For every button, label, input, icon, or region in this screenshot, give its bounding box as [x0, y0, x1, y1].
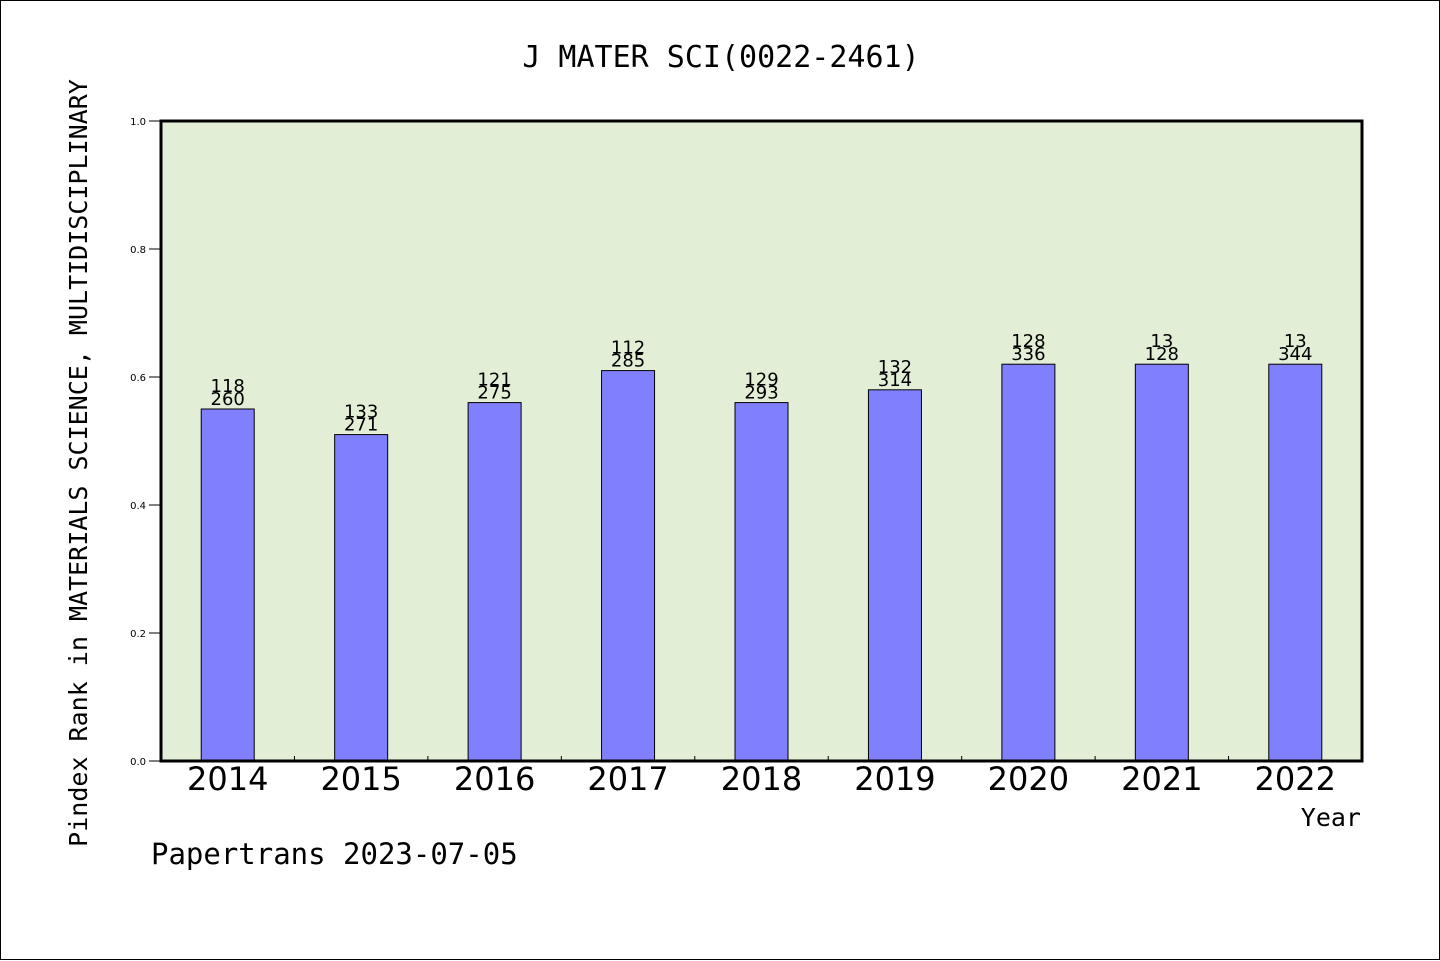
y-axis: 0.0 0.2 0.4 0.6 0.8 1.0	[130, 117, 161, 768]
y-tick-label: 1.0	[130, 117, 146, 128]
x-tick-label: 2022	[1255, 760, 1336, 798]
bar-2017	[601, 370, 656, 762]
chart-title: J MATER SCI(0022-2461)	[522, 40, 919, 75]
x-tick-label: 2017	[587, 760, 668, 798]
x-tick-label: 2016	[454, 760, 535, 798]
plot-border	[159, 119, 1364, 763]
y-tick-label: 0.4	[130, 501, 146, 512]
bar-label-bottom: 285	[611, 351, 645, 372]
bar-2014	[200, 408, 255, 762]
y-tick-label: 0.2	[130, 629, 146, 640]
bar-label-top: 121	[477, 370, 511, 391]
bar-label-bottom: 344	[1278, 344, 1312, 365]
x-tick-label: 2021	[1121, 760, 1202, 798]
bar-label-bottom: 336	[1011, 344, 1045, 365]
bar-2016	[467, 402, 522, 762]
bar-2020	[1001, 363, 1056, 762]
y-tick-label: 0.0	[130, 757, 146, 768]
bar-2018	[734, 402, 789, 762]
y-tick-label: 0.8	[130, 245, 146, 256]
bar-label-bottom: 260	[211, 389, 245, 410]
bar-label-top: 118	[211, 376, 245, 397]
bar-label-bottom: 293	[744, 383, 778, 404]
bar-label-top: 13	[1284, 331, 1307, 352]
x-axis-label: Year	[1301, 803, 1361, 832]
bar-label-bottom: 314	[878, 370, 912, 391]
bar-label-top: 132	[878, 357, 912, 378]
bar-label-top: 112	[611, 338, 645, 359]
bars-group: 1182601332711212751122851292931323141283…	[200, 331, 1323, 762]
y-tick-label: 0.6	[130, 373, 146, 384]
x-tick-label: 2014	[187, 760, 268, 798]
y-axis-label: Pindex Rank in MATERIALS SCIENCE, MULTID…	[64, 79, 93, 847]
x-tick-label: 2018	[721, 760, 802, 798]
bar-2022	[1268, 363, 1323, 762]
bar-label-bottom: 271	[344, 415, 378, 436]
x-tick-label: 2015	[320, 760, 401, 798]
x-tick-label: 2020	[988, 760, 1069, 798]
x-tick-label: 2019	[854, 760, 935, 798]
bar-label-top: 129	[744, 370, 778, 391]
footer-text: Papertrans 2023-07-05	[151, 837, 518, 871]
bar-2021	[1134, 363, 1189, 762]
bar-label-bottom: 275	[477, 383, 511, 404]
x-axis: 2014 2015 2016 2017 2018 2019 2020 2021 2022	[187, 756, 1336, 798]
bar-label-top: 128	[1011, 331, 1045, 352]
bar-2019	[867, 389, 922, 762]
bar-label-bottom: 128	[1145, 344, 1179, 365]
bar-label-top: 133	[344, 402, 378, 423]
bar-2015	[334, 434, 389, 762]
bar-label-top: 13	[1150, 331, 1173, 352]
